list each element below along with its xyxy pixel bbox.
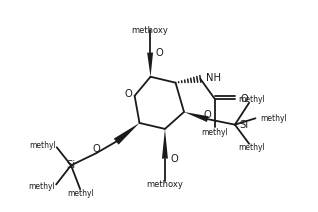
Text: O: O — [204, 110, 212, 120]
Text: methyl: methyl — [29, 141, 56, 150]
Text: O: O — [124, 89, 132, 99]
Text: O: O — [240, 93, 248, 104]
Text: methyl: methyl — [238, 143, 265, 152]
Text: methoxy: methoxy — [147, 180, 183, 189]
Text: methyl: methyl — [201, 128, 228, 137]
Text: O: O — [156, 47, 163, 58]
Polygon shape — [114, 123, 140, 145]
Text: methyl: methyl — [67, 189, 93, 198]
Text: methyl: methyl — [28, 182, 55, 191]
Text: NH: NH — [206, 73, 221, 83]
Text: Si: Si — [66, 160, 76, 170]
Text: methyl: methyl — [260, 114, 287, 123]
Text: Si: Si — [239, 120, 249, 130]
Polygon shape — [162, 129, 168, 159]
Text: O: O — [93, 144, 100, 154]
Polygon shape — [184, 112, 209, 122]
Polygon shape — [147, 53, 153, 77]
Text: O: O — [170, 153, 178, 164]
Text: methoxy: methoxy — [132, 26, 169, 35]
Text: methyl: methyl — [238, 95, 265, 103]
